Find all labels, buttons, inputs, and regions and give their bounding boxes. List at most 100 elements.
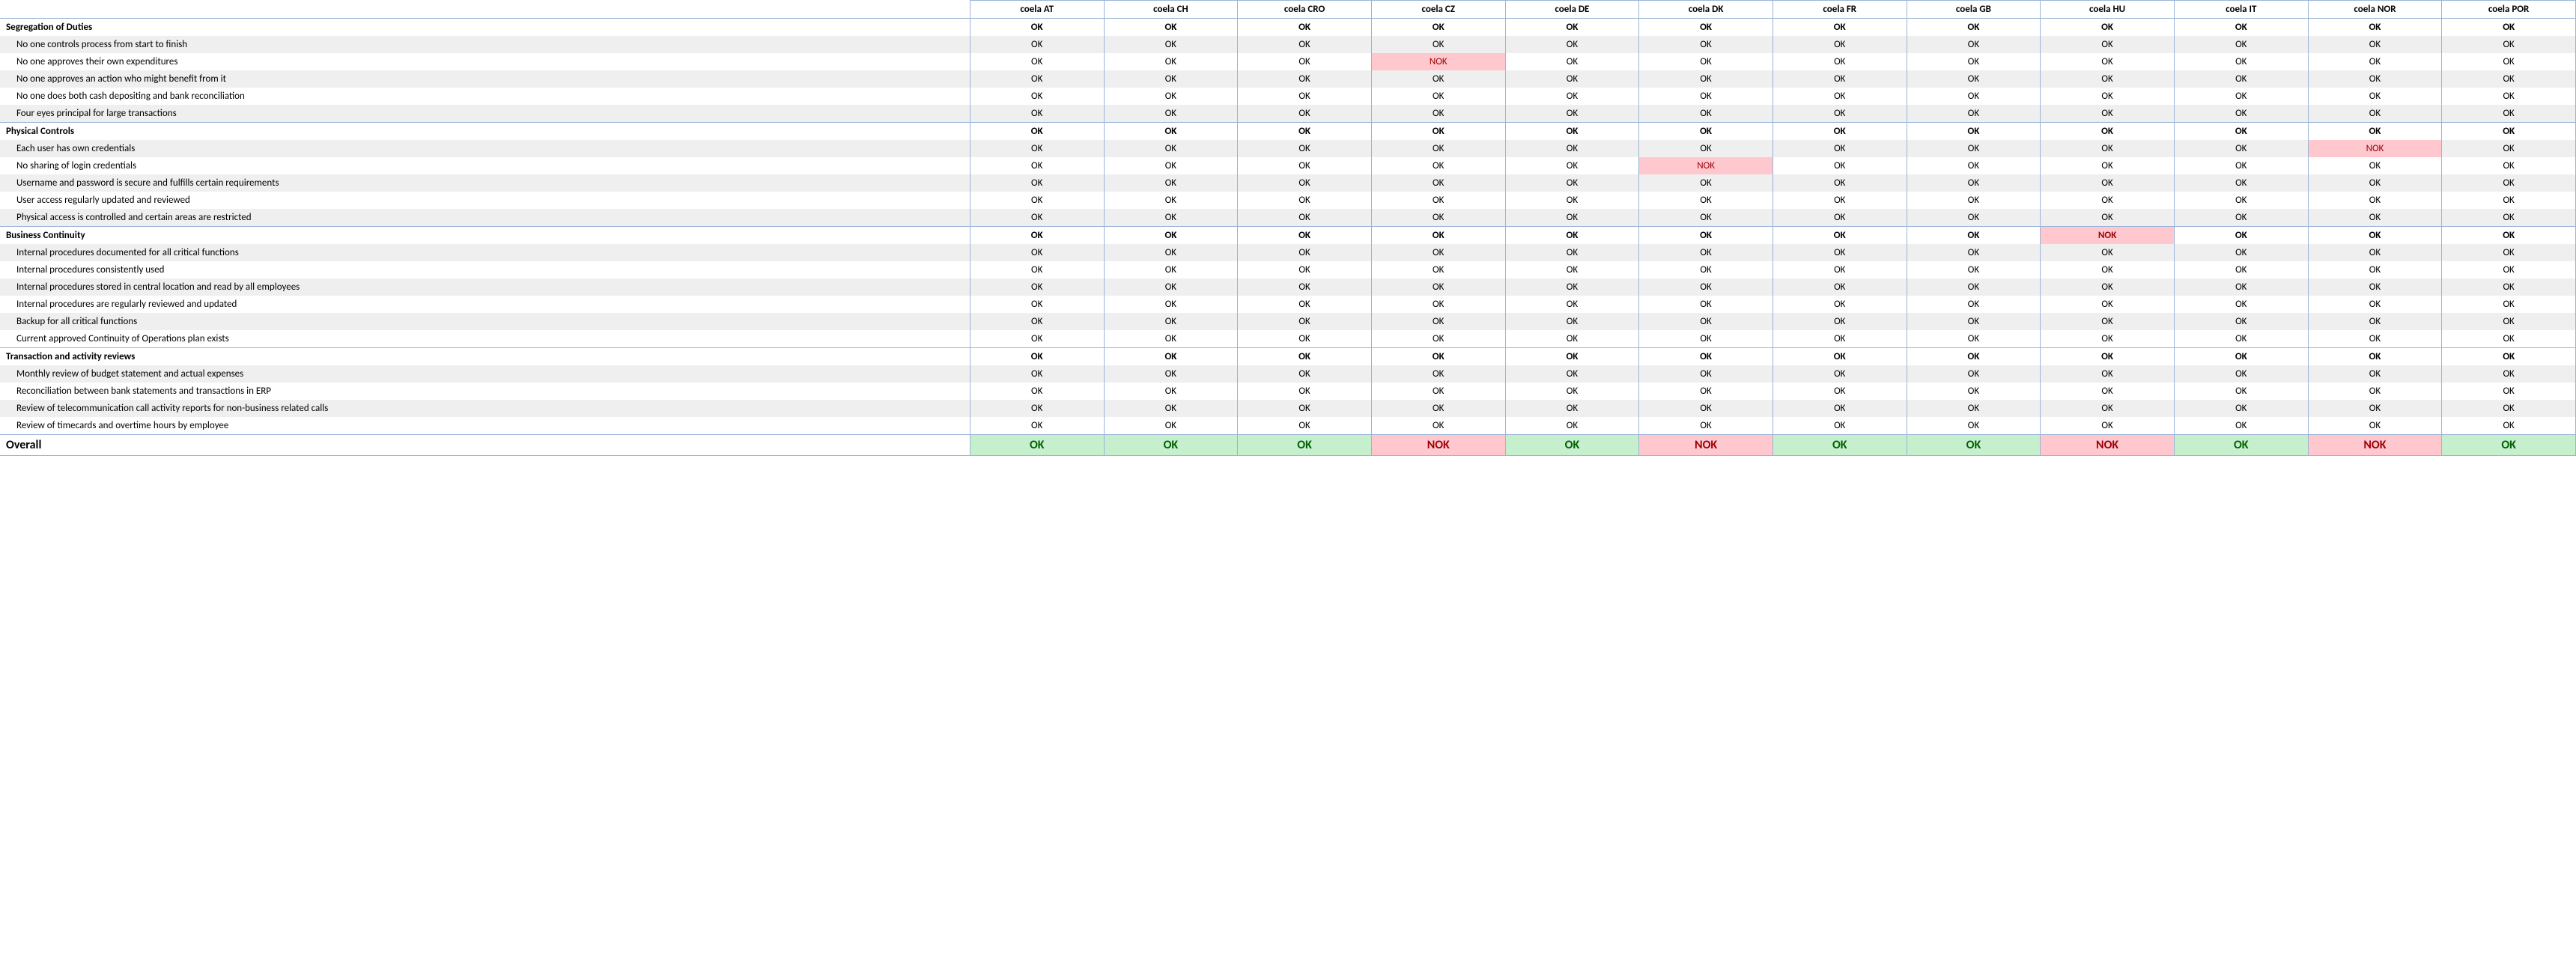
status-cell: OK (1371, 417, 1505, 435)
table-row: Monthly review of budget statement and a… (0, 365, 2576, 383)
status-cell: OK (1907, 417, 2041, 435)
status-cell: OK (2041, 140, 2175, 157)
status-cell: OK (1104, 417, 1238, 435)
status-cell: OK (2442, 70, 2576, 88)
row-label: No one controls process from start to fi… (0, 36, 970, 53)
status-cell: OK (1238, 157, 1372, 174)
status-cell: OK (1907, 88, 2041, 105)
status-cell: OK (2041, 278, 2175, 296)
status-cell: OK (1639, 365, 1773, 383)
status-cell: OK (1639, 105, 1773, 123)
status-cell: OK (1505, 227, 1639, 245)
status-cell: OK (1772, 19, 1907, 37)
status-cell: OK (2041, 36, 2175, 53)
status-cell: OK (1505, 36, 1639, 53)
status-cell: OK (2174, 192, 2308, 209)
status-cell: OK (1104, 348, 1238, 366)
status-cell: OK (1772, 227, 1907, 245)
status-cell: OK (970, 70, 1104, 88)
table-row: No one approves their own expendituresOK… (0, 53, 2576, 70)
row-label: Internal procedures stored in central lo… (0, 278, 970, 296)
row-label: Each user has own credentials (0, 140, 970, 157)
table-row: Internal procedures stored in central lo… (0, 278, 2576, 296)
status-cell: OK (1907, 330, 2041, 348)
section-row: Transaction and activity reviewsOKOKOKOK… (0, 348, 2576, 366)
status-cell: OK (1907, 227, 2041, 245)
status-cell: OK (970, 227, 1104, 245)
status-cell: OK (2041, 53, 2175, 70)
status-cell: OK (1505, 19, 1639, 37)
table-row: Current approved Continuity of Operation… (0, 330, 2576, 348)
status-cell: OK (2308, 261, 2442, 278)
status-cell: OK (1104, 123, 1238, 141)
status-cell: OK (2041, 70, 2175, 88)
overall-status-cell: OK (970, 435, 1104, 456)
table-row: No one approves an action who might bene… (0, 70, 2576, 88)
status-cell: OK (1639, 53, 1773, 70)
status-cell: OK (1772, 88, 1907, 105)
status-cell: OK (1907, 19, 2041, 37)
status-cell: OK (2041, 192, 2175, 209)
status-cell: OK (2308, 296, 2442, 313)
status-cell: OK (2442, 88, 2576, 105)
status-cell: OK (1772, 192, 1907, 209)
status-cell: OK (970, 296, 1104, 313)
status-cell: OK (1104, 70, 1238, 88)
column-header: coela CH (1104, 1, 1238, 19)
status-cell: OK (2442, 140, 2576, 157)
status-cell: OK (2041, 313, 2175, 330)
overall-status-cell: OK (1238, 435, 1372, 456)
status-cell: OK (1639, 330, 1773, 348)
status-cell: OK (2174, 19, 2308, 37)
status-cell: OK (1238, 244, 1372, 261)
section-title: Physical Controls (0, 123, 970, 141)
status-cell: OK (970, 400, 1104, 417)
status-cell: OK (1104, 365, 1238, 383)
overall-status-cell: OK (1505, 435, 1639, 456)
status-cell: OK (1238, 313, 1372, 330)
status-cell: OK (1639, 348, 1773, 366)
status-cell: OK (2041, 365, 2175, 383)
status-cell: OK (1104, 227, 1238, 245)
status-cell: OK (1505, 417, 1639, 435)
row-label: No sharing of login credentials (0, 157, 970, 174)
header-row: coela ATcoela CHcoela CROcoela CZcoela D… (0, 1, 2576, 19)
table-row: No one controls process from start to fi… (0, 36, 2576, 53)
column-header: coela IT (2174, 1, 2308, 19)
row-label: Current approved Continuity of Operation… (0, 330, 970, 348)
status-cell: OK (2308, 383, 2442, 400)
status-cell: OK (1639, 88, 1773, 105)
status-cell: OK (2308, 417, 2442, 435)
status-cell: OK (970, 140, 1104, 157)
status-cell: OK (2442, 123, 2576, 141)
status-cell: OK (2442, 244, 2576, 261)
status-cell: OK (1639, 313, 1773, 330)
table-row: Internal procedures documented for all c… (0, 244, 2576, 261)
status-cell: OK (1505, 400, 1639, 417)
status-cell: OK (970, 244, 1104, 261)
column-header: coela GB (1907, 1, 2041, 19)
status-cell: OK (2308, 70, 2442, 88)
status-cell: OK (1104, 19, 1238, 37)
status-cell: OK (970, 88, 1104, 105)
status-cell: OK (1772, 400, 1907, 417)
status-cell: OK (1772, 174, 1907, 192)
status-cell: OK (2308, 192, 2442, 209)
status-cell: OK (1371, 313, 1505, 330)
status-cell: OK (2442, 105, 2576, 123)
status-cell: OK (1907, 261, 2041, 278)
status-cell: OK (1505, 157, 1639, 174)
status-cell: OK (970, 383, 1104, 400)
status-cell: OK (1104, 383, 1238, 400)
status-cell: OK (2174, 296, 2308, 313)
status-cell: OK (1907, 192, 2041, 209)
overall-label: Overall (0, 435, 970, 456)
table-row: Backup for all critical functionsOKOKOKO… (0, 313, 2576, 330)
status-cell: OK (1505, 140, 1639, 157)
table-row: No sharing of login credentialsOKOKOKOKO… (0, 157, 2576, 174)
status-cell: OK (1505, 123, 1639, 141)
status-cell: OK (1104, 105, 1238, 123)
status-cell: OK (2041, 296, 2175, 313)
status-cell: OK (2041, 105, 2175, 123)
status-cell: OK (1238, 227, 1372, 245)
